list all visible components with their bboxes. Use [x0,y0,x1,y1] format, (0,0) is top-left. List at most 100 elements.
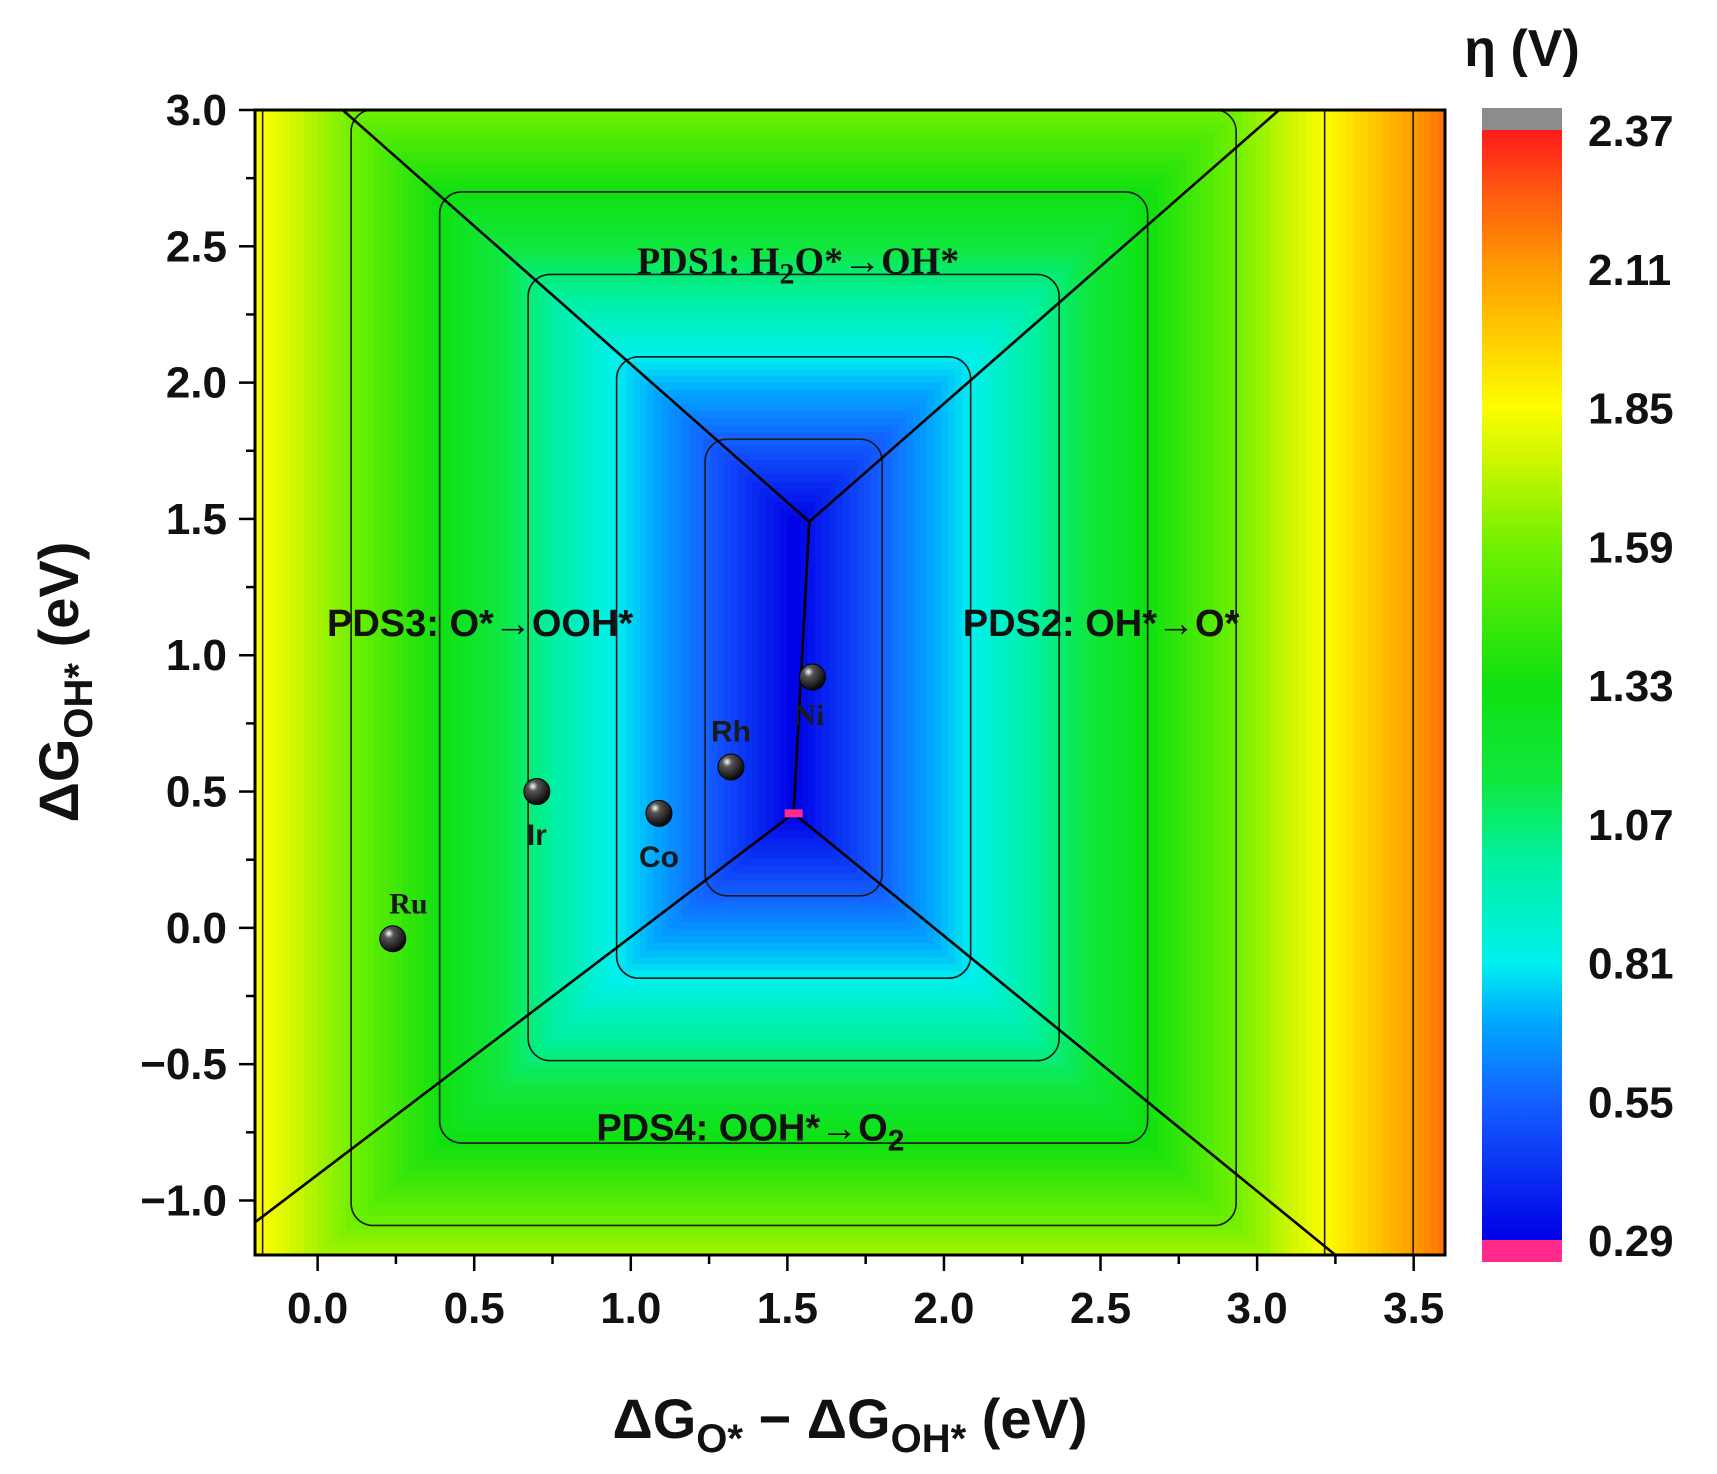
heat-cell [451,551,459,559]
heat-cell [437,1041,445,1049]
heat-cell [290,1230,298,1238]
heat-cell [388,250,396,258]
heat-cell [367,1167,375,1175]
heat-cell [311,250,319,258]
heat-cell [290,1083,298,1091]
heat-cell [283,362,291,370]
heat-cell [332,754,340,762]
heat-cell [360,789,368,797]
heat-cell [416,705,424,713]
heat-cell [283,922,291,930]
heat-cell [423,677,431,685]
heat-cell [346,866,354,874]
heat-cell [262,1069,270,1077]
heat-cell [290,901,298,909]
heat-cell [262,593,270,601]
heat-cell [416,1062,424,1070]
heat-cell [262,313,270,321]
heat-cell [388,292,396,300]
heat-cell [360,894,368,902]
heat-cell [360,313,368,321]
heat-cell [458,278,466,286]
heat-cell [374,509,382,517]
heat-cell [269,327,277,335]
heat-cell [409,453,417,461]
heat-cell [423,831,431,839]
heat-cell [451,859,459,867]
heat-cell [255,131,263,139]
heat-cell [325,159,333,167]
heat-cell [381,292,389,300]
heat-cell [444,663,452,671]
heat-cell [297,334,305,342]
heat-cell [451,1132,459,1140]
heat-cell [465,502,473,510]
heat-cell [451,733,459,741]
heat-cell [430,642,438,650]
heat-cell [297,1132,305,1140]
heat-cell [339,1006,347,1014]
heat-cell [367,180,375,188]
heat-cell [262,1111,270,1119]
heat-cell [458,544,466,552]
heat-cell [325,362,333,370]
heat-cell [290,656,298,664]
heat-cell [290,1111,298,1119]
heat-cell [290,593,298,601]
heat-cell [430,971,438,979]
heat-cell [423,285,431,293]
heat-cell [437,1139,445,1147]
heat-cell [339,880,347,888]
heat-cell [304,817,312,825]
heat-cell [262,1181,270,1189]
heat-cell [437,929,445,937]
heat-cell [353,1125,361,1133]
heat-cell [458,271,466,279]
heat-cell [353,327,361,335]
heat-cell [311,1139,319,1147]
heat-cell [297,523,305,531]
heat-cell [360,859,368,867]
heat-cell [402,600,410,608]
heat-cell [444,579,452,587]
heat-cell [381,1174,389,1182]
heat-cell [353,957,361,965]
heat-cell [269,1055,277,1063]
heat-cell [255,383,263,391]
heat-cell [430,1118,438,1126]
heat-cell [269,383,277,391]
heat-cell [339,1209,347,1217]
heat-cell [311,131,319,139]
heat-cell [311,187,319,195]
heat-cell [276,1139,284,1147]
heat-cell [367,999,375,1007]
heat-cell [332,775,340,783]
heat-cell [276,978,284,986]
heat-cell [423,320,431,328]
heat-cell [381,565,389,573]
heat-cell [346,831,354,839]
heat-cell [458,1153,466,1161]
heat-cell [374,215,382,223]
heat-cell [381,908,389,916]
heat-cell [423,726,431,734]
heat-cell [283,516,291,524]
heat-cell [423,810,431,818]
heat-cell [402,873,410,881]
heat-cell [458,1048,466,1056]
heat-cell [318,1062,326,1070]
heat-cell [374,726,382,734]
heat-cell [290,145,298,153]
heat-cell [367,187,375,195]
heat-cell [423,642,431,650]
heat-cell [325,1055,333,1063]
heat-cell [304,691,312,699]
heat-cell [430,565,438,573]
heat-cell [297,362,305,370]
heat-cell [381,677,389,685]
heat-cell [423,502,431,510]
heat-cell [409,817,417,825]
heat-cell [311,775,319,783]
heat-cell [360,1034,368,1042]
heat-cell [423,278,431,286]
